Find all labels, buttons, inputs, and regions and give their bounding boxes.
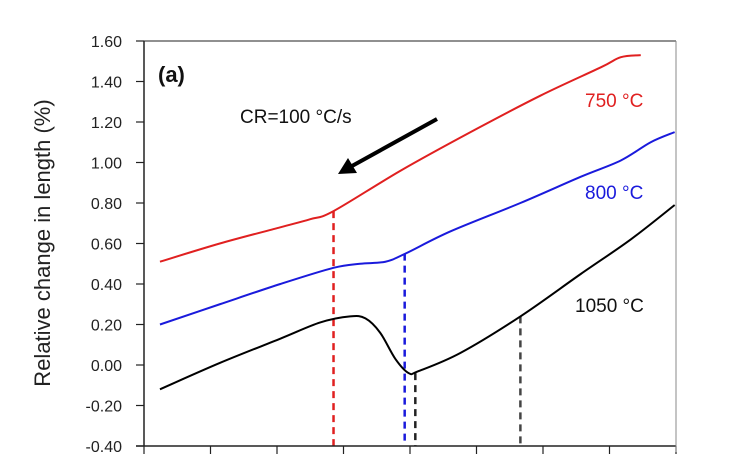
y-tick-label: 0.20 — [91, 318, 122, 335]
series-label-1050: 1050 °C — [575, 296, 644, 317]
series-label-750: 750 °C — [585, 91, 643, 112]
y-tick-label: 0.40 — [91, 277, 122, 294]
series-line — [159, 131, 676, 326]
y-tick-label: 1.60 — [91, 34, 122, 51]
series-line — [159, 204, 676, 391]
cooling-rate-annotation: CR=100 °C/s — [240, 107, 352, 128]
y-tick-label: 0.60 — [91, 237, 122, 254]
y-tick-label: 0.80 — [91, 196, 122, 213]
y-axis-title: Relative change in length (%) — [30, 99, 55, 386]
y-tick-label: 1.40 — [91, 75, 122, 92]
series-line — [159, 54, 641, 263]
y-tick-label: 1.00 — [91, 156, 122, 173]
y-tick-label: -0.20 — [86, 399, 123, 416]
series-label-800: 800 °C — [585, 183, 643, 204]
y-tick-label: 1.20 — [91, 115, 122, 132]
y-ticks: -0.40 -0.20 0.00 0.20 0.40 0.60 0.80 1.00 1.20 1.… — [86, 34, 144, 456]
dashed-markers — [332, 211, 522, 446]
y-tick-label: -0.40 — [86, 439, 123, 456]
panel-label: (a) — [158, 62, 185, 87]
series-lines — [159, 54, 676, 391]
y-tick-label: 0.00 — [91, 358, 122, 375]
arrow-icon — [338, 117, 438, 174]
x-ticks — [143, 446, 677, 454]
